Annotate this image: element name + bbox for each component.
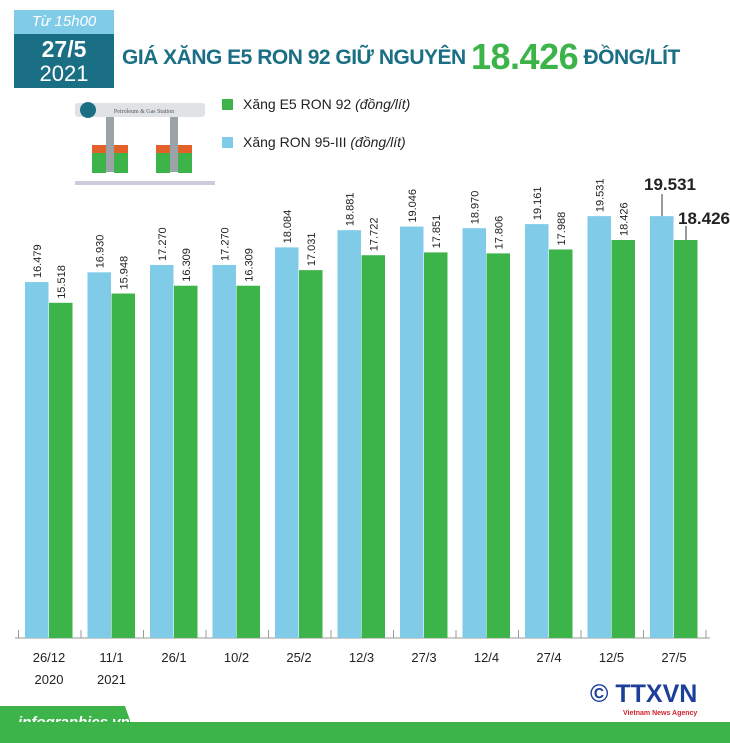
legend-label: Xăng E5 RON 92 — [243, 96, 352, 112]
x-tick-sublabel: 2021 — [97, 672, 126, 687]
data-label: 15.948 — [119, 256, 131, 290]
bar-e5 — [611, 239, 635, 638]
x-tick-label: 10/2 — [224, 650, 249, 665]
data-label: 17.988 — [556, 212, 568, 246]
bar-e5 — [549, 249, 573, 638]
x-tick-label: 26/1 — [161, 650, 186, 665]
data-label: 17.806 — [494, 216, 506, 250]
bar-ron95 — [587, 216, 611, 638]
bar-ron95 — [337, 230, 361, 638]
legend-swatch — [222, 137, 233, 148]
bar-ron95 — [525, 224, 549, 638]
date-box: Từ 15h00 27/5 2021 — [14, 10, 114, 88]
bar-e5 — [674, 239, 698, 638]
bar-e5 — [111, 293, 135, 638]
bar-ron95 — [87, 272, 111, 638]
data-label: 17.851 — [431, 215, 443, 249]
bar-e5 — [174, 285, 198, 638]
gas-station-icon: Petroleum & Gas Station — [75, 102, 215, 185]
legend-label: Xăng RON 95-III — [243, 134, 347, 150]
data-label: 19.531 — [595, 178, 607, 212]
data-label: 17.270 — [220, 227, 232, 261]
bar-ron95 — [25, 282, 49, 638]
title-suffix: ĐỒNG/LÍT — [583, 46, 680, 69]
footer-bar — [0, 722, 730, 743]
x-tick-label: 27/4 — [536, 650, 561, 665]
copyright: © — [590, 680, 609, 708]
legend-unit: (đồng/lít) — [355, 96, 411, 112]
data-label: 18.881 — [345, 193, 357, 227]
x-tick-sublabel: 2020 — [35, 672, 64, 687]
station-sign: Petroleum & Gas Station — [114, 109, 174, 115]
bar-ron95 — [400, 226, 424, 639]
data-label: 19.046 — [407, 189, 419, 223]
legend-ron95: Xăng RON 95-III (đồng/lít) — [222, 134, 406, 150]
data-label: 18.084 — [282, 210, 294, 244]
logo-line: © TTXVN — [590, 680, 697, 708]
time-label: Từ 15h00 — [14, 10, 114, 34]
title-value: 18.426 — [471, 36, 579, 77]
ttxvn-logo: © TTXVN Vietnam News Agency — [590, 680, 697, 718]
x-tick-label: 27/5 — [661, 650, 686, 665]
bar-e5 — [424, 252, 448, 638]
date: 27/5 — [41, 36, 87, 62]
page-title: GIÁ XĂNG E5 RON 92 GIỮ NGUYÊN 18.426 ĐỒN… — [122, 36, 680, 78]
bar-ron95 — [650, 216, 674, 638]
bar-e5 — [361, 255, 385, 638]
x-tick-label: 12/5 — [599, 650, 624, 665]
data-label: 19.531 — [644, 175, 696, 194]
legend-e5: Xăng E5 RON 92 (đồng/lít) — [222, 96, 410, 112]
data-label: 17.031 — [306, 232, 318, 266]
data-label: 16.479 — [32, 244, 44, 278]
data-label: 18.426 — [678, 209, 730, 228]
bar-chart: 16.479 15.518 26/12 2020 16.930 15.948 11/1 202… — [15, 175, 730, 687]
x-tick-label: 25/2 — [286, 650, 311, 665]
bar-e5 — [486, 253, 510, 639]
x-tick-label: 26/12 — [33, 650, 66, 665]
bar-ron95 — [462, 228, 486, 639]
x-tick-label: 11/1 — [99, 650, 123, 665]
data-label: 16.309 — [244, 248, 256, 282]
x-tick-label: 12/3 — [349, 650, 374, 665]
data-label: 19.161 — [532, 186, 544, 220]
bar-ron95 — [275, 247, 299, 638]
legend-swatch — [222, 99, 233, 110]
bar-e5 — [299, 270, 323, 638]
bar-e5 — [236, 285, 260, 638]
x-tick-label: 27/3 — [411, 650, 436, 665]
data-label: 18.970 — [470, 191, 482, 225]
title-prefix: GIÁ XĂNG E5 RON 92 GIỮ NGUYÊN — [122, 46, 466, 69]
data-label: 16.930 — [95, 235, 107, 269]
data-label: 15.518 — [56, 265, 68, 299]
logo-text: TTXVN — [615, 680, 698, 708]
year: 2021 — [39, 61, 89, 86]
logo-sub: Vietnam News Agency — [623, 710, 698, 717]
data-label: 17.270 — [157, 227, 169, 261]
data-label: 17.722 — [369, 218, 381, 252]
bar-ron95 — [150, 264, 174, 638]
legend-unit: (đồng/lít) — [350, 134, 406, 150]
data-label: 16.309 — [181, 248, 193, 282]
x-tick-label: 12/4 — [474, 650, 499, 665]
bar-ron95 — [212, 264, 236, 638]
bar-e5 — [49, 302, 73, 638]
data-label: 18.426 — [619, 202, 631, 236]
